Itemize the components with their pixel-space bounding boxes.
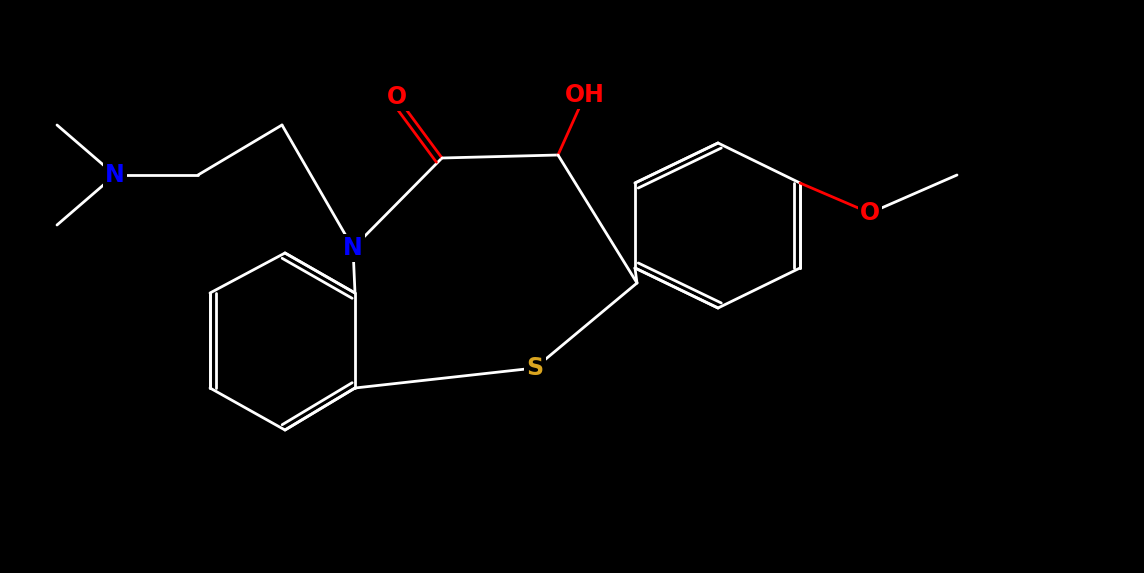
Text: S: S — [526, 356, 543, 380]
Text: N: N — [105, 163, 125, 187]
Text: N: N — [343, 236, 363, 260]
Text: O: O — [387, 85, 407, 109]
Text: OH: OH — [565, 83, 605, 107]
Text: O: O — [860, 201, 880, 225]
